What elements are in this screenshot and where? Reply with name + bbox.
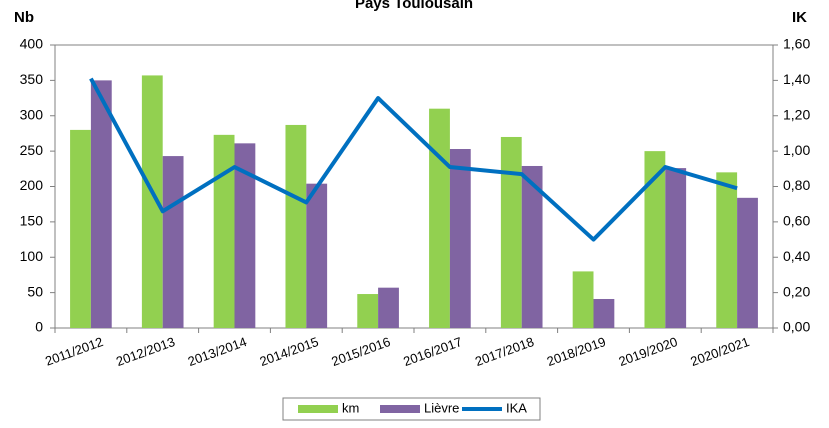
bar	[429, 108, 450, 328]
y-tick-label: 350	[20, 71, 44, 87]
bar	[378, 287, 399, 328]
y2-tick-label: 1,40	[783, 71, 810, 87]
y2-tick-label: 0,40	[783, 248, 810, 264]
bar	[572, 271, 594, 328]
y2-tick-label: 1,00	[783, 142, 810, 158]
bar	[90, 80, 112, 328]
chart-title: Pays Toulousain	[355, 0, 473, 12]
y-tick-label: 300	[20, 106, 44, 122]
legend-label: km	[342, 400, 359, 415]
y2-tick-label: 0,60	[783, 213, 810, 229]
y2-tick-label: 0,20	[783, 283, 810, 299]
bar	[521, 165, 543, 328]
x-tick-label: 2020/2021	[688, 334, 751, 369]
x-tick-label: 2013/2014	[186, 334, 249, 369]
x-tick-label: 2014/2015	[258, 334, 321, 369]
y2-tick-label: 0,00	[783, 319, 810, 335]
y2-axis-label: IK	[792, 9, 807, 26]
y-axis-label: Nb	[14, 9, 34, 26]
y-tick-label: 400	[20, 36, 44, 52]
bar	[285, 124, 307, 328]
bar	[500, 136, 522, 328]
bar	[716, 172, 738, 328]
bar	[644, 151, 666, 328]
x-tick-label: 2015/2016	[329, 334, 392, 369]
legend-label: Lièvre	[424, 400, 459, 415]
bar	[162, 156, 184, 328]
y-tick-label: 150	[20, 213, 44, 229]
x-tick-label: 2011/2012	[43, 334, 105, 369]
bar	[213, 134, 235, 328]
y2-tick-label: 1,20	[783, 106, 810, 122]
y-tick-label: 100	[20, 248, 44, 264]
bar	[665, 168, 687, 328]
legend-label: IKA	[506, 400, 527, 415]
bar	[306, 183, 328, 328]
bar	[70, 129, 91, 328]
bar	[234, 143, 256, 328]
x-tick-label: 2019/2020	[617, 334, 680, 369]
y-tick-label: 200	[20, 177, 44, 193]
bar	[357, 294, 379, 328]
line	[89, 77, 738, 242]
y-tick-label: 0	[35, 319, 43, 335]
x-tick-label: 2017/2018	[473, 334, 536, 369]
y2-tick-label: 0,80	[783, 177, 810, 193]
bar	[141, 75, 163, 328]
bar	[593, 298, 615, 328]
bar	[737, 197, 758, 328]
legend-swatch	[380, 405, 420, 413]
x-tick-label: 2012/2013	[114, 334, 177, 369]
y-tick-label: 50	[27, 283, 43, 299]
x-tick-label: 2018/2019	[545, 334, 608, 369]
bar	[449, 149, 471, 328]
x-tick-label: 2016/2017	[401, 334, 464, 369]
legend-swatch	[298, 405, 338, 413]
y-tick-label: 250	[20, 142, 44, 158]
y2-tick-label: 1,60	[783, 36, 810, 52]
